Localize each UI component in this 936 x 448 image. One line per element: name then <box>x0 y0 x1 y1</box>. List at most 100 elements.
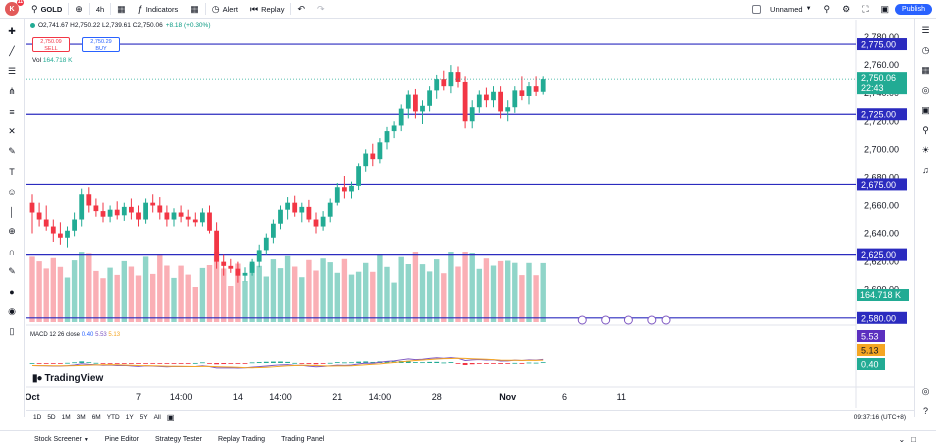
macd-histogram-bar <box>462 363 468 366</box>
clock-readout[interactable]: 09:37:16 (UTC+8) <box>853 414 906 421</box>
volume-bar <box>405 264 411 322</box>
indicators-button[interactable]: ƒ Indicators <box>132 0 185 19</box>
range-5y[interactable]: 5Y <box>139 414 148 421</box>
fib-icon[interactable]: ≡ <box>9 106 15 117</box>
search-button[interactable]: ⚲ <box>818 0 837 19</box>
layout-menu[interactable]: Unnamed ▼ <box>746 0 817 19</box>
tab-replay-trading[interactable]: Replay Trading <box>217 436 266 443</box>
tab-pine-editor[interactable]: Pine Editor <box>104 436 140 443</box>
sell-button[interactable]: 2,750.09 SELL <box>32 37 70 52</box>
volume-bar <box>270 259 277 322</box>
range-ytd[interactable]: YTD <box>106 414 120 421</box>
trash-icon[interactable]: ▯ <box>9 326 15 336</box>
macd-histogram-bar <box>405 360 411 363</box>
visibility-icon[interactable]: ◉ <box>8 306 16 316</box>
settings-button[interactable]: ⚙ <box>836 0 856 19</box>
range-6m[interactable]: 6M <box>91 414 101 421</box>
idea-icon[interactable]: ☀ <box>921 144 930 155</box>
volume-bar <box>391 282 397 322</box>
price-tick-label: 2,760.00 <box>864 60 899 70</box>
symbol-legend: O2,741.67 H2,750.22 L2,739.61 C2,750.06 … <box>30 22 211 29</box>
right-sidebar: ☰ ◷ ▦ ◎ ▣ ⚲ ☀ ♫ ◎ ? <box>914 19 936 417</box>
crosshair-icon[interactable]: ✚ <box>8 26 16 36</box>
magnet-icon[interactable]: ∩ <box>8 246 16 257</box>
add-symbol-button[interactable]: ⊕ <box>69 0 89 19</box>
undo-button[interactable]: ↶ <box>291 0 311 19</box>
streams-icon[interactable]: ♫ <box>922 165 929 176</box>
buy-button[interactable]: 2,750.29 BUY <box>82 37 120 52</box>
emoji-icon[interactable]: ☺ <box>7 186 17 197</box>
macd-histogram-bar <box>263 361 269 363</box>
candle-body <box>157 205 163 213</box>
macd-signal-line <box>31 357 544 369</box>
trend-line-icon[interactable]: ╱ <box>9 46 15 56</box>
range-3m[interactable]: 3M <box>76 414 86 421</box>
collapse-icon[interactable]: ⌄ <box>898 435 906 444</box>
tab-trading-panel[interactable]: Trading Panel <box>281 436 325 443</box>
target-icon[interactable]: ◎ <box>921 85 930 96</box>
pitchfork-icon[interactable]: ⋔ <box>8 86 16 96</box>
macd-histogram-bar <box>178 363 184 364</box>
tab-strategy-tester[interactable]: Strategy Tester <box>155 436 202 443</box>
macd-label: MACD 12 26 close <box>30 332 81 338</box>
volume-bar <box>157 254 163 322</box>
lock-drawing-icon[interactable]: ✎ <box>8 266 16 276</box>
macd-histogram-bar <box>320 363 326 364</box>
volume-bar <box>249 263 255 322</box>
text-icon[interactable]: T <box>9 166 15 177</box>
tab-stock-screener[interactable]: Stock Screener ▼ <box>34 436 89 443</box>
tv-logo-icon: ▮● <box>32 373 43 384</box>
range-all[interactable]: All <box>153 414 161 421</box>
watchlist-icon[interactable]: ☰ <box>921 25 930 36</box>
event-marker-icon <box>577 315 587 325</box>
time-tick-label: Oct <box>26 392 40 402</box>
clock-icon[interactable]: ◷ <box>921 45 930 56</box>
alert-button[interactable]: ◷ Alert <box>206 0 244 19</box>
brush-icon[interactable]: ✎ <box>8 146 16 156</box>
tradingview-logo: ▮● TradingView <box>32 373 103 384</box>
lock-icon[interactable]: ● <box>9 286 15 297</box>
range-5d[interactable]: 5D <box>47 414 56 421</box>
fullscreen-button[interactable]: ⛶ <box>856 0 874 19</box>
macd-histogram-bar <box>192 362 198 364</box>
maximize-icon[interactable]: □ <box>911 435 916 444</box>
time-tick-label: 14:00 <box>170 392 193 402</box>
volume-bar <box>384 266 390 322</box>
range-1m[interactable]: 1M <box>61 414 71 421</box>
zoom-icon[interactable]: ⊕ <box>8 226 16 236</box>
pattern-icon[interactable]: ✕ <box>8 126 16 136</box>
user-avatar[interactable]: K 11 <box>5 0 24 16</box>
market-open-dot <box>30 23 35 28</box>
interval-label: 4h <box>95 4 105 14</box>
range-1y[interactable]: 1Y <box>125 414 134 421</box>
volume-bar <box>128 266 135 322</box>
interval-button[interactable]: 4h <box>90 0 110 19</box>
replay-button[interactable]: ⏮ Replay <box>244 0 290 19</box>
symbol-search[interactable]: ⚲ GOLD <box>25 0 68 19</box>
layout-checkbox[interactable] <box>752 4 762 14</box>
goto-date-icon[interactable]: ▣ <box>166 413 175 422</box>
volume-bar <box>256 265 262 322</box>
chart-type-button[interactable]: ▦ <box>111 0 132 19</box>
calendar-icon[interactable]: ▣ <box>921 105 930 116</box>
publish-button[interactable]: Publish <box>895 3 932 15</box>
horizontal-lines-icon[interactable]: ☰ <box>7 66 17 76</box>
level-badge-label: 2,775.00 <box>861 40 896 50</box>
range-1d[interactable]: 1D <box>33 414 42 421</box>
help-icon[interactable]: ? <box>922 405 928 416</box>
time-tick-label: 21 <box>332 392 342 402</box>
macd-badge-label: 0.40 <box>861 360 879 370</box>
grid-icon: ▦ <box>190 3 199 14</box>
volume-bar <box>79 252 85 322</box>
indicators-icon: ƒ <box>137 4 143 14</box>
symbol-label: GOLD <box>40 4 63 14</box>
ruler-icon[interactable]: │ <box>9 206 15 217</box>
price-chart[interactable]: 2,780.002,760.002,740.002,720.002,700.00… <box>26 20 914 410</box>
snapshot-button[interactable]: ▣ <box>875 0 896 19</box>
notifications-icon[interactable]: ◎ <box>921 385 930 396</box>
chat-icon[interactable]: ⚲ <box>922 125 929 136</box>
redo-button[interactable]: ↷ <box>311 0 331 19</box>
templates-button[interactable]: ▦ <box>184 0 205 19</box>
chart-list-icon[interactable]: ▦ <box>921 65 930 76</box>
volume-bar <box>348 274 355 322</box>
